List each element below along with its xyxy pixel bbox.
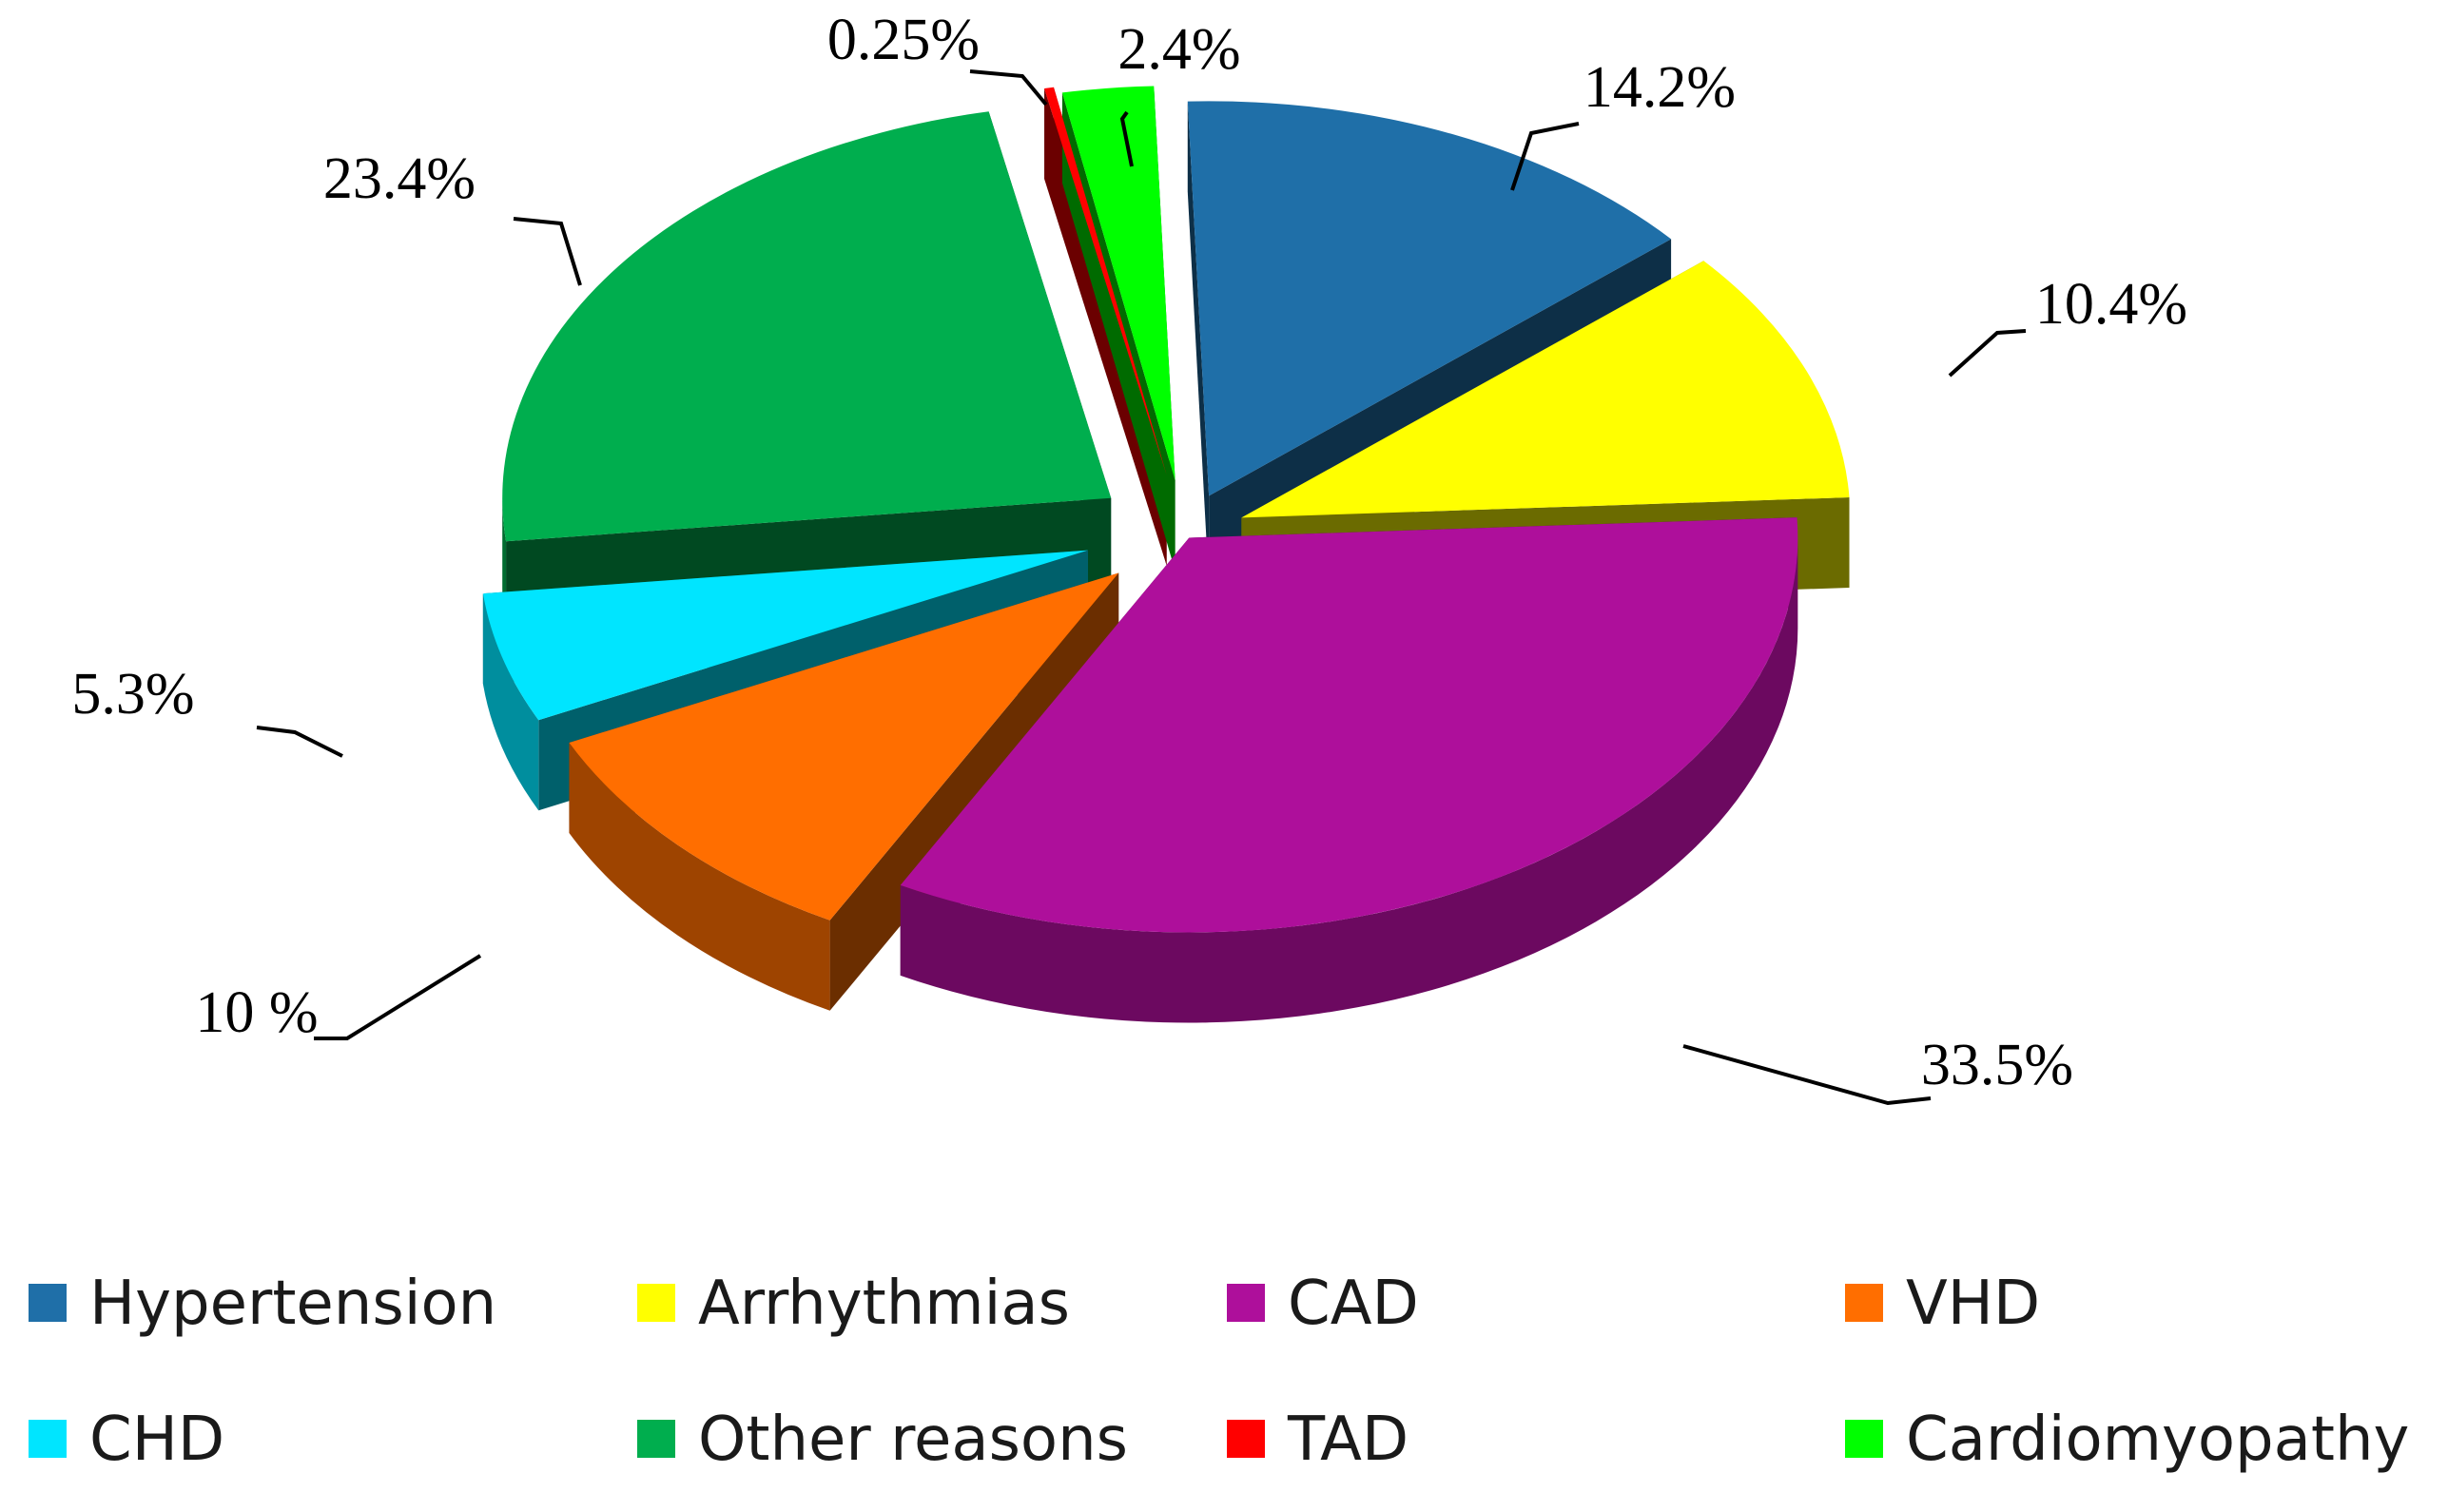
legend-swatch-cardiomyopathy bbox=[1845, 1420, 1883, 1458]
legend-label-cardiomyopathy: Cardiomyopathy bbox=[1906, 1405, 2409, 1475]
leader-line-cad bbox=[1682, 1044, 1932, 1106]
legend-item-tad: TAD bbox=[1227, 1405, 1409, 1475]
data-label-cardiomyopathy: 2.4% bbox=[1117, 17, 1240, 82]
legend-swatch-tad bbox=[1227, 1420, 1265, 1458]
leader-line-tad bbox=[969, 69, 1048, 107]
legend-label-arrhythmias: Arrhythmias bbox=[698, 1269, 1070, 1339]
legend-item-hypertension: Hypertension bbox=[29, 1269, 496, 1339]
legend-swatch-arrhythmias bbox=[637, 1284, 675, 1322]
data-label-arrhythmias: 10.4% bbox=[2035, 272, 2187, 337]
data-label-vhd: 10 % bbox=[195, 980, 318, 1045]
pie-slice-hypertension bbox=[1187, 101, 1672, 496]
pie-slice-cad bbox=[900, 517, 1798, 933]
legend-label-cad: CAD bbox=[1288, 1269, 1419, 1339]
legend-swatch-other-reasons bbox=[637, 1420, 675, 1458]
data-label-tad: 0.25% bbox=[827, 8, 980, 72]
pie-slice-chd bbox=[482, 550, 1089, 721]
leader-line-hypertension bbox=[1510, 122, 1580, 191]
leader-line-cardiomyopathy bbox=[1119, 110, 1134, 167]
slice-wall-cardiomyopathy-0 bbox=[1061, 92, 1175, 572]
legend-item-cad: CAD bbox=[1227, 1269, 1419, 1339]
legend-swatch-cad bbox=[1227, 1284, 1265, 1322]
pie-slice-vhd bbox=[569, 572, 1119, 921]
data-label-other-reasons: 23.4% bbox=[323, 146, 476, 211]
legend-label-other-reasons: Other reasons bbox=[698, 1405, 1128, 1475]
slice-outer-wall-chd-0 bbox=[482, 593, 539, 811]
pie-slice-tad bbox=[1044, 87, 1167, 475]
slice-wall-hypertension-0 bbox=[1187, 101, 1210, 587]
pie-slice-arrhythmias bbox=[1241, 261, 1850, 518]
data-label-chd: 5.3% bbox=[71, 662, 194, 727]
legend-swatch-hypertension bbox=[29, 1284, 67, 1322]
legend-item-cardiomyopathy: Cardiomyopathy bbox=[1845, 1405, 2409, 1475]
leader-line-chd bbox=[256, 726, 343, 758]
legend-item-other-reasons: Other reasons bbox=[637, 1405, 1128, 1475]
legend-label-tad: TAD bbox=[1287, 1405, 1409, 1475]
data-label-hypertension: 14.2% bbox=[1583, 55, 1736, 120]
legend-swatch-vhd bbox=[1845, 1284, 1883, 1322]
legend-item-vhd: VHD bbox=[1845, 1269, 2040, 1339]
pie-slice-other-reasons bbox=[502, 111, 1112, 542]
data-label-cad: 33.5% bbox=[1921, 1033, 2073, 1097]
legend-item-arrhythmias: Arrhythmias bbox=[637, 1269, 1070, 1339]
leader-line-vhd bbox=[314, 954, 482, 1040]
pie-top-faces bbox=[482, 86, 1850, 933]
pie-slice-cardiomyopathy bbox=[1061, 86, 1175, 481]
legend-label-hypertension: Hypertension bbox=[89, 1269, 496, 1339]
leader-line-other-reasons bbox=[513, 217, 582, 286]
legend-label-vhd: VHD bbox=[1906, 1269, 2040, 1339]
legend-swatch-chd bbox=[29, 1420, 67, 1458]
legend: Hypertension Arrhythmias CAD VHD CHD Other re… bbox=[29, 1269, 2409, 1475]
slice-outer-wall-vhd-0 bbox=[569, 743, 830, 1011]
legend-label-chd: CHD bbox=[89, 1405, 224, 1475]
slice-outer-wall-cad-0 bbox=[900, 537, 1798, 1023]
leader-line-arrhythmias bbox=[1948, 329, 2027, 378]
legend-item-chd: CHD bbox=[29, 1405, 224, 1475]
data-labels: 14.2% 10.4% 33.5% 10 % 5.3% 23.4% 0.25% 2.4% bbox=[71, 8, 2187, 1106]
